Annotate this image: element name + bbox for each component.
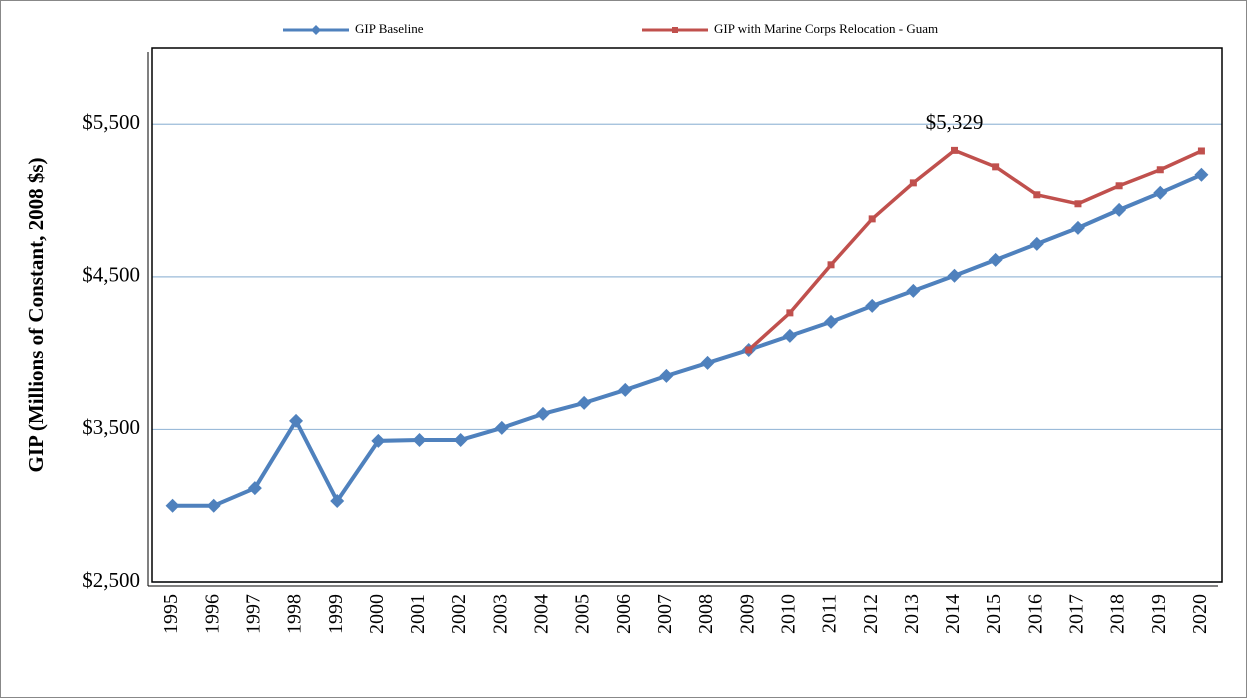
plot-area bbox=[152, 48, 1222, 582]
data-point bbox=[1070, 220, 1085, 235]
data-point bbox=[786, 309, 794, 317]
data-point bbox=[1197, 147, 1205, 155]
x-tick-label: 2020 bbox=[1189, 594, 1211, 634]
series-line bbox=[747, 148, 1203, 352]
data-point bbox=[330, 493, 345, 508]
x-tick-label: 2006 bbox=[613, 594, 635, 634]
x-tick-label: 2012 bbox=[860, 594, 882, 634]
legend-label: GIP with Marine Corps Relocation - Guam bbox=[714, 21, 938, 36]
x-tick-label: 2001 bbox=[407, 594, 429, 634]
y-tick-label: $2,500 bbox=[82, 568, 140, 592]
series-line bbox=[172, 172, 1203, 508]
x-tick-label: 2018 bbox=[1107, 594, 1129, 634]
data-point bbox=[1029, 236, 1044, 251]
data-point bbox=[947, 268, 962, 283]
data-point bbox=[371, 433, 386, 448]
data-point bbox=[865, 298, 880, 313]
data-point bbox=[494, 420, 509, 435]
data-point bbox=[988, 252, 1003, 267]
data-point bbox=[577, 395, 592, 410]
data-point bbox=[165, 498, 180, 513]
legend-marker bbox=[672, 27, 678, 33]
x-tick-label: 1996 bbox=[201, 594, 223, 634]
data-point bbox=[618, 382, 633, 397]
data-point bbox=[1156, 166, 1164, 174]
x-tick-label: 2009 bbox=[736, 594, 758, 634]
data-point bbox=[951, 146, 958, 154]
x-tick-label: 2007 bbox=[654, 594, 676, 634]
data-point bbox=[289, 413, 304, 428]
x-tick-label: 1995 bbox=[160, 594, 182, 634]
plot-border bbox=[151, 47, 1223, 583]
x-tick-label: 2017 bbox=[1066, 594, 1088, 634]
x-tick-label: 2003 bbox=[489, 594, 511, 634]
data-point bbox=[412, 432, 427, 447]
data-point bbox=[1153, 185, 1168, 200]
x-tick-label: 2000 bbox=[366, 594, 388, 634]
data-point bbox=[782, 328, 797, 343]
data-point bbox=[247, 481, 262, 496]
legend-marker bbox=[311, 25, 321, 35]
y-tick-label: $5,500 bbox=[82, 110, 140, 134]
x-tick-label: 2014 bbox=[942, 594, 964, 634]
x-tick-label: 1997 bbox=[242, 594, 264, 634]
data-point bbox=[535, 406, 550, 421]
x-tick-label: 1999 bbox=[325, 594, 347, 634]
data-point bbox=[1112, 202, 1127, 217]
x-tick-label: 2019 bbox=[1148, 594, 1170, 634]
data-point bbox=[824, 314, 839, 329]
x-tick-label: 2002 bbox=[448, 594, 470, 634]
y-tick-label: $4,500 bbox=[82, 263, 140, 287]
data-point bbox=[745, 346, 753, 354]
y-axis-label: GIP (Millions of Constant, 2008 $s) bbox=[24, 157, 48, 472]
legend-label: GIP Baseline bbox=[355, 21, 424, 36]
x-tick-label: 2010 bbox=[777, 594, 799, 634]
data-point bbox=[659, 368, 674, 383]
data-point bbox=[206, 498, 221, 513]
data-point bbox=[906, 283, 921, 298]
data-point bbox=[1074, 200, 1082, 208]
y-tick-label: $3,500 bbox=[82, 415, 140, 439]
x-tick-label: 2011 bbox=[819, 594, 841, 633]
data-point bbox=[1033, 191, 1041, 199]
x-tick-label: 2013 bbox=[901, 594, 923, 634]
data-point bbox=[909, 179, 917, 187]
data-point bbox=[827, 261, 835, 269]
x-tick-label: 2005 bbox=[572, 594, 594, 634]
data-point bbox=[1194, 167, 1209, 182]
data-point bbox=[1115, 182, 1123, 190]
data-point bbox=[992, 163, 1000, 171]
data-point bbox=[700, 355, 715, 370]
data-label: $5,329 bbox=[926, 110, 984, 134]
data-point bbox=[868, 215, 876, 223]
x-tick-label: 2008 bbox=[695, 594, 717, 634]
x-tick-label: 1998 bbox=[284, 594, 306, 634]
data-point bbox=[453, 432, 468, 447]
x-tick-label: 2015 bbox=[983, 594, 1005, 634]
x-tick-label: 2016 bbox=[1024, 594, 1046, 634]
x-tick-label: 2004 bbox=[531, 594, 553, 634]
